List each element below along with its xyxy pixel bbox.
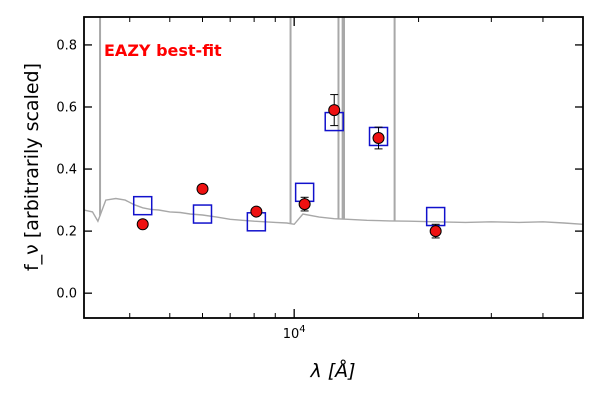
- y-axis-label: f_ν [arbitrarily scaled]: [21, 63, 43, 271]
- observed-flux-point: [136, 218, 149, 231]
- observed-flux-point: [372, 132, 385, 145]
- model-flux-square: [132, 195, 153, 216]
- y-tick-label: 0.2: [56, 225, 77, 240]
- observed-flux-point: [250, 205, 263, 218]
- model-flux-square: [192, 204, 213, 224]
- y-tick-label: 0.4: [56, 163, 77, 178]
- annotation-label: EAZY best-fit: [104, 41, 222, 60]
- axis-ticks: 0.0 0.2 0.4 0.6 0.8 104: [56, 17, 583, 342]
- x-axis-label: λ [Å]: [309, 359, 355, 382]
- observed-flux-point: [298, 198, 311, 211]
- template-continuum-line: [84, 197, 583, 226]
- observed-fluxes: [136, 94, 442, 239]
- x-tick-label: 104: [283, 324, 306, 342]
- observed-flux-point: [429, 225, 442, 238]
- y-tick-label: 0.6: [56, 100, 77, 115]
- y-tick-label: 0.0: [56, 287, 77, 302]
- plot-frame: [83, 16, 584, 319]
- y-tick-label: 0.8: [56, 38, 77, 53]
- observed-flux-point: [328, 104, 341, 117]
- observed-flux-point: [196, 182, 209, 195]
- model-flux-square: [425, 206, 446, 227]
